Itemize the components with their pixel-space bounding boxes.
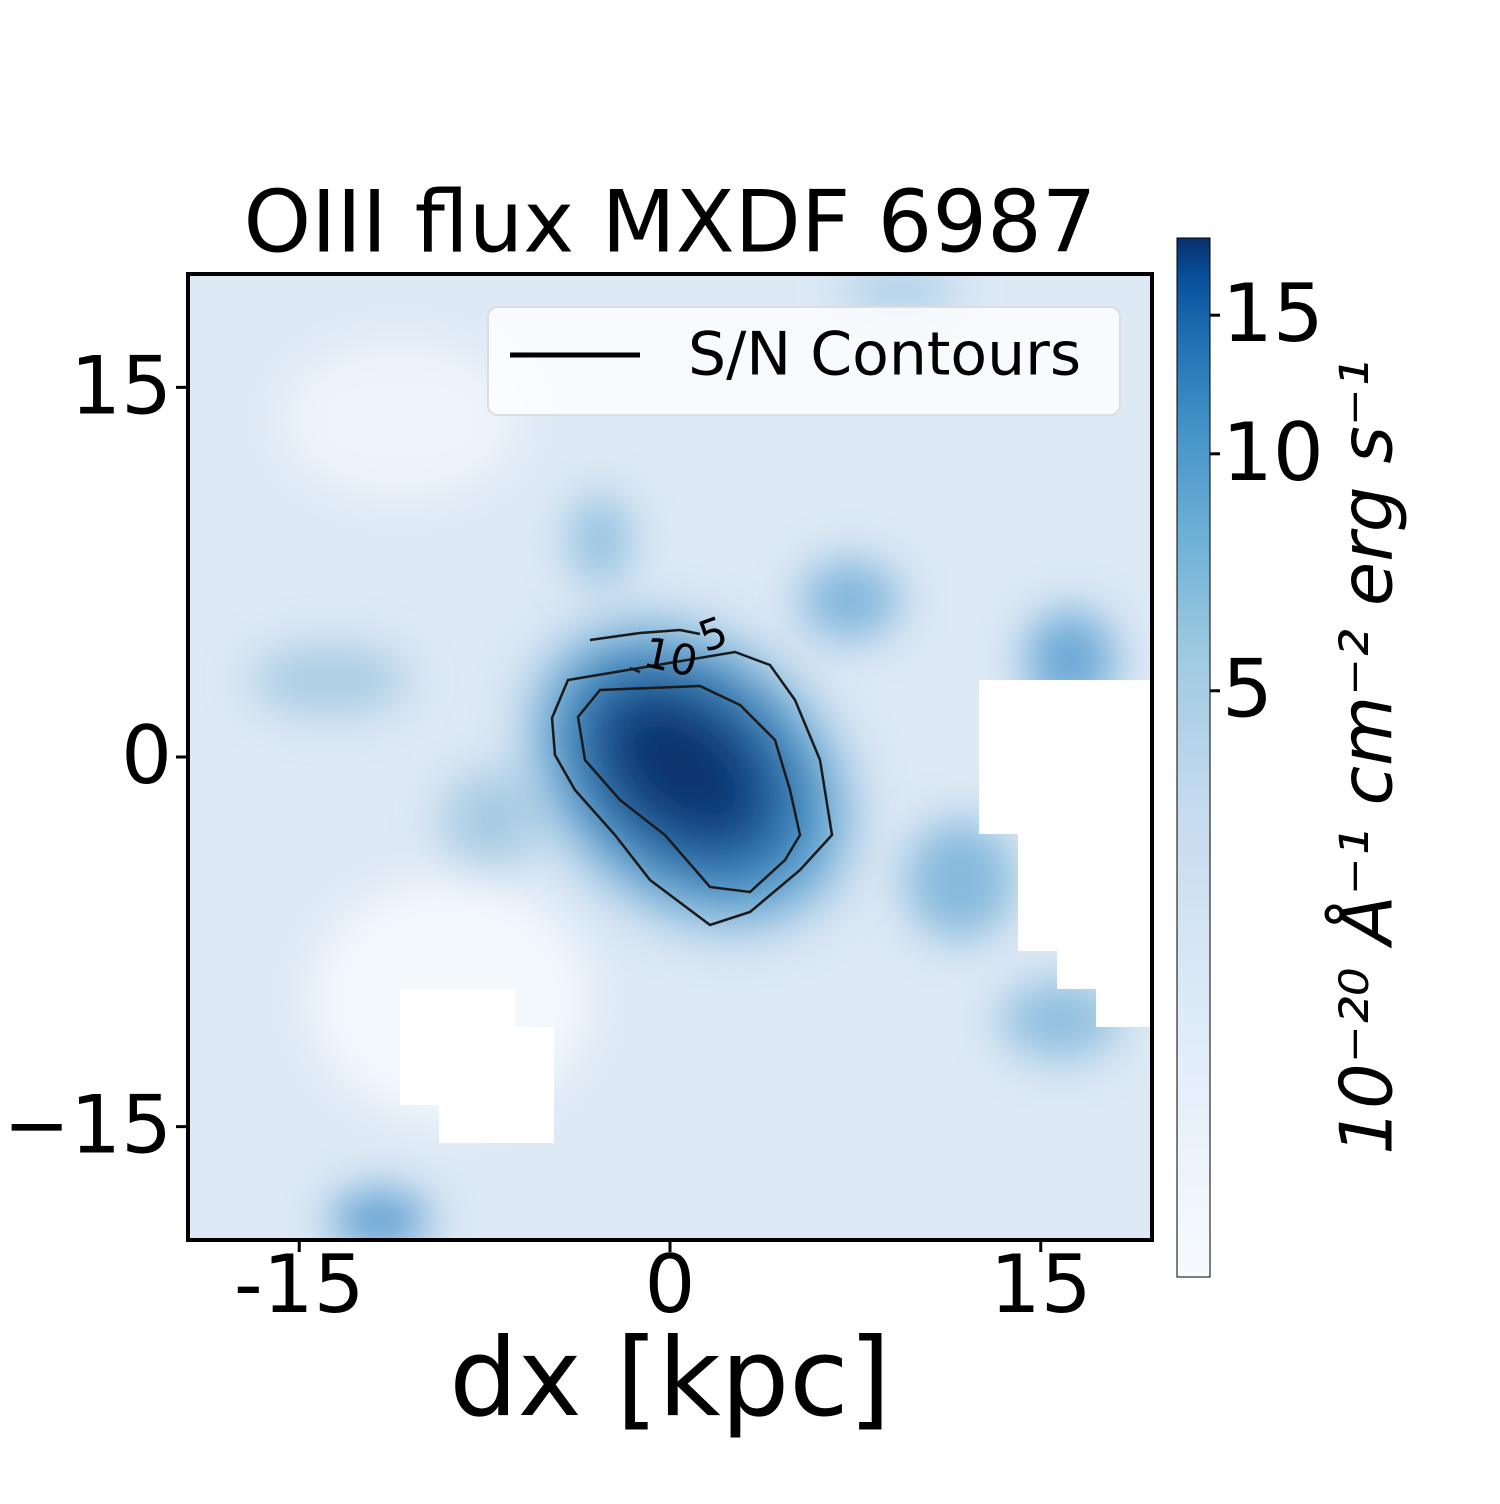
flux-map: [188, 274, 1152, 1240]
colorbar: [1176, 237, 1211, 1278]
x-tick-label: 15: [990, 1238, 1092, 1331]
legend: S/N Contours: [487, 306, 1121, 416]
y-tick-label: 15: [70, 339, 172, 432]
y-tick-label: 0: [121, 709, 172, 802]
colorbar-tick-label: 5: [1222, 643, 1273, 736]
x-axis-label: dx [kpc]: [449, 1316, 891, 1441]
legend-label: S/N Contours: [688, 320, 1081, 390]
contour-label: 10: [639, 628, 701, 687]
y-tick-label: −15: [3, 1079, 172, 1172]
contour-line: [550, 628, 834, 927]
x-tick-label: -15: [234, 1238, 365, 1331]
x-tick-label: 0: [645, 1238, 696, 1331]
colorbar-label: 10⁻²⁰ Å⁻¹ cm⁻² erg s⁻¹: [1325, 359, 1409, 1155]
colorbar-tick-label: 15: [1222, 267, 1324, 360]
chart-title: OIII flux MXDF 6987: [243, 172, 1096, 272]
contour-line: [576, 666, 802, 894]
colorbar-tick-label: 10: [1222, 406, 1324, 499]
